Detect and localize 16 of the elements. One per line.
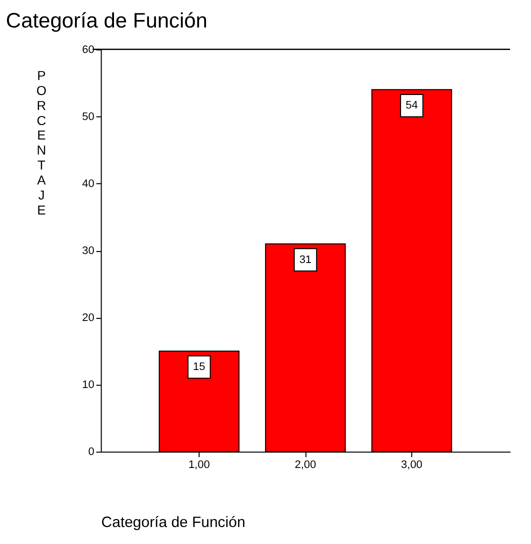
x-tick-label: 2,00 — [294, 459, 316, 472]
y-tick-label: 20 — [82, 312, 94, 324]
x-tick-label: 3,00 — [401, 459, 422, 472]
data-label: 31 — [299, 254, 312, 266]
chart-title: Categoría de Función — [6, 9, 208, 32]
y-tick-label: 40 — [82, 178, 94, 190]
x-axis-title: Categoría de Función — [101, 514, 246, 532]
y-tick-label: 0 — [88, 446, 94, 458]
data-label: 15 — [193, 361, 206, 374]
x-tick-label: 1,00 — [188, 459, 210, 472]
y-tick-label: 10 — [82, 379, 94, 392]
y-tick-label: 30 — [82, 245, 94, 258]
data-label: 54 — [406, 100, 418, 112]
y-tick-label: 50 — [82, 110, 94, 123]
text: PORCENTAJE — [36, 68, 46, 218]
y-tick-label: 60 — [82, 44, 94, 56]
